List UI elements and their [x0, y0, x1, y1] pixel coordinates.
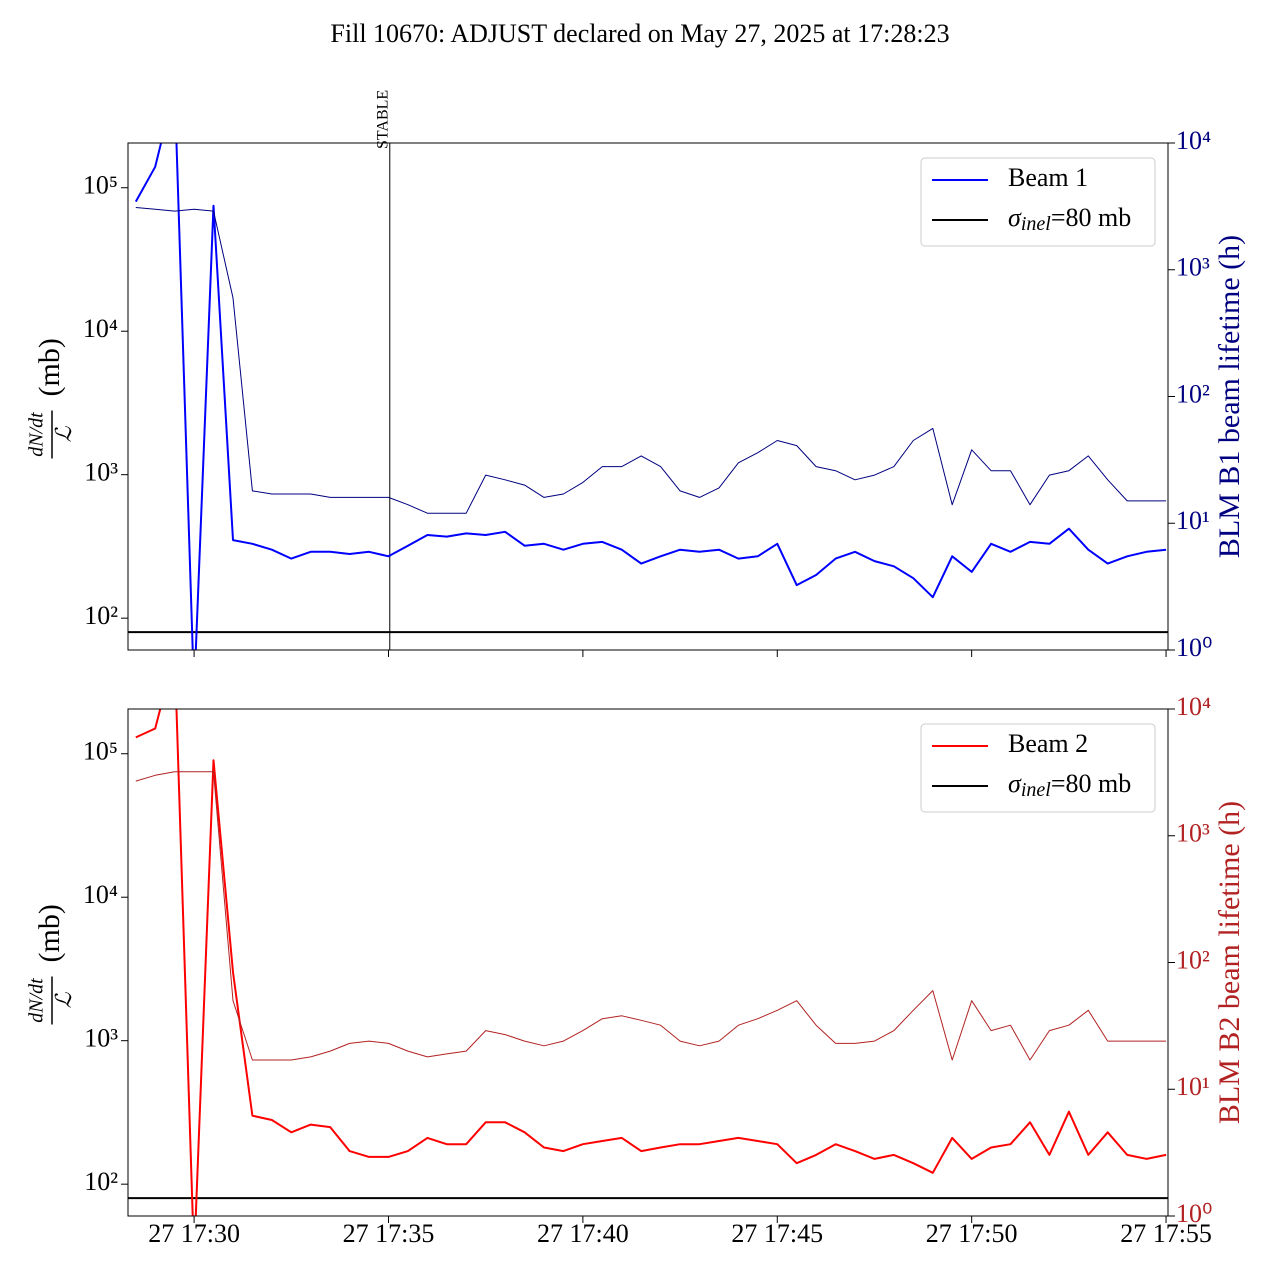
y2-tick-label: 10² — [1176, 945, 1210, 974]
y2-tick-label: 10³ — [1176, 819, 1210, 848]
x-tick-label: 27 17:50 — [926, 1219, 1018, 1248]
y-tick-label: 10⁴ — [83, 314, 118, 343]
y-tick-label: 10³ — [84, 458, 118, 487]
legend-subscript: inel — [1021, 213, 1051, 235]
x-tick-label: 27 17:55 — [1120, 1219, 1212, 1248]
lifetime-line — [135, 207, 1167, 514]
y2-tick-label: 10⁴ — [1176, 692, 1211, 721]
legend-rest: =80 mb — [1051, 203, 1131, 232]
x-tick-label: 27 17:40 — [537, 1219, 629, 1248]
y-label-numerator: dN/dt — [26, 978, 48, 1023]
y-axis-label: dN/dt ℒ (mb) — [26, 904, 76, 1025]
y2-tick-label: 10⁰ — [1176, 633, 1212, 662]
lifetime-line — [135, 771, 1167, 1061]
y2-tick-label: 10¹ — [1176, 1072, 1210, 1101]
y2-axis-label: BLM B2 beam lifetime (h) — [1213, 801, 1246, 1124]
x-tick-label: 27 17:30 — [148, 1219, 240, 1248]
x-tick-label: 27 17:45 — [731, 1219, 823, 1248]
x-tick-label: 27 17:35 — [343, 1219, 435, 1248]
legend-label: σinel=80 mb — [1008, 203, 1131, 235]
y2-tick-label: 10⁰ — [1176, 1199, 1212, 1228]
y-tick-label: 10⁵ — [83, 171, 118, 200]
y-tick-label: 10⁵ — [83, 737, 118, 766]
y-label-numerator: dN/dt — [26, 412, 48, 457]
y-tick-label: 10² — [84, 601, 118, 630]
y-label-unit: (mb) — [33, 338, 66, 396]
y-tick-label: 10² — [84, 1167, 118, 1196]
legend-symbol: σ — [1008, 769, 1022, 798]
y-tick-label: 10³ — [84, 1024, 118, 1053]
beam-line — [134, 143, 1167, 650]
legend-rest: =80 mb — [1051, 769, 1131, 798]
event-label: STABLE — [374, 90, 391, 149]
y-label-denominator: ℒ — [51, 425, 76, 442]
figure-title: Fill 10670: ADJUST declared on May 27, 2… — [330, 19, 949, 48]
beam-line — [135, 709, 1167, 1216]
y-tick-label: 10⁴ — [83, 880, 118, 909]
y-label-denominator: ℒ — [51, 991, 76, 1008]
legend-label: Beam 2 — [1008, 729, 1088, 758]
legend-subscript: inel — [1021, 779, 1051, 801]
y2-axis-label: BLM B1 beam lifetime (h) — [1213, 235, 1246, 558]
legend-label: Beam 1 — [1008, 163, 1088, 192]
y2-tick-label: 10² — [1176, 379, 1210, 408]
legend-label: σinel=80 mb — [1008, 769, 1131, 801]
y-label-unit: (mb) — [33, 904, 66, 962]
y-axis-label: dN/dt ℒ (mb) — [26, 338, 76, 459]
legend-symbol: σ — [1008, 203, 1022, 232]
y2-tick-label: 10¹ — [1176, 506, 1210, 535]
y2-tick-label: 10⁴ — [1176, 126, 1211, 155]
y2-tick-label: 10³ — [1176, 253, 1210, 282]
